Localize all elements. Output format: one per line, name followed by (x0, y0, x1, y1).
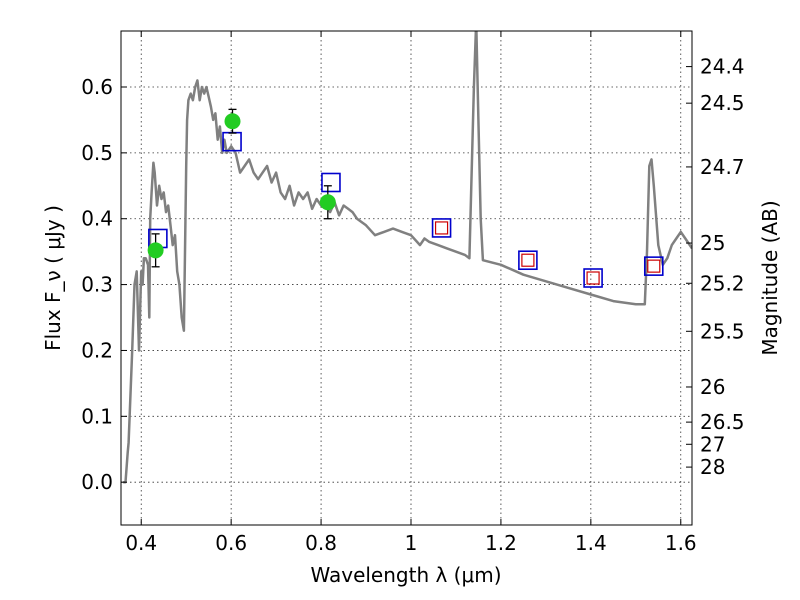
model-spectrum-line (123, 31, 692, 484)
observed-point (147, 242, 164, 259)
x-tick-label: 0.4 (125, 531, 157, 555)
x-tick-label: 1.4 (575, 531, 607, 555)
right-axis-title: Magnitude (AB) (758, 200, 782, 355)
model-photometry-box (321, 172, 341, 193)
model-photometry-box (431, 218, 452, 238)
x-axis-title: Wavelength λ (μm) (310, 563, 501, 587)
y-tick-label: 0.2 (81, 338, 113, 362)
observed-point (319, 194, 336, 211)
model-photometry-inner-box (647, 259, 661, 273)
right-tick-label: 28 (700, 455, 725, 479)
y-tick-label: 0.6 (81, 75, 113, 99)
x-tick-label: 0.8 (305, 531, 337, 555)
right-tick-label: 24.7 (700, 155, 745, 179)
model-photometry-inner-box (586, 271, 600, 285)
x-tick-label: 1 (405, 531, 418, 555)
right-tick-label: 25.5 (700, 319, 745, 343)
right-tick-label: 26.5 (700, 410, 745, 434)
right-tick-label: 25 (700, 231, 725, 255)
y-axis: 0.0 0.1 0.2 0.3 0.4 0.5 0.6 (81, 75, 127, 494)
x-tick-label: 0.6 (215, 531, 247, 555)
observed-point (224, 113, 241, 130)
model-photometry-box (518, 250, 538, 271)
right-tick-label: 26 (700, 375, 725, 399)
y-axis-title: Flux F_ν ( μJy ) (41, 205, 65, 351)
x-axis: 0.4 0.6 0.8 1 1.2 1.4 1.6 (125, 31, 697, 555)
grid-lines (121, 31, 692, 525)
y-tick-label: 0.5 (81, 141, 113, 165)
right-tick-label: 24.5 (700, 91, 745, 115)
x-tick-label: 1.6 (665, 531, 697, 555)
y-tick-label: 0.4 (81, 207, 113, 231)
model-photometry-inner-box (434, 221, 449, 235)
plot-area (123, 31, 692, 484)
right-tick-label: 27 (700, 432, 725, 456)
right-tick-label: 25.2 (700, 271, 745, 295)
right-tick-label: 24.4 (700, 55, 745, 79)
model-photometry-box (643, 256, 664, 276)
x-tick-label: 1.2 (485, 531, 517, 555)
model-photometry-box (583, 268, 603, 288)
y-tick-label: 0.1 (81, 404, 113, 428)
plot-frame (120, 30, 693, 526)
y-tick-label: 0.0 (81, 470, 113, 494)
y-tick-label: 0.3 (81, 273, 113, 297)
model-photometry-inner-box (521, 253, 535, 267)
